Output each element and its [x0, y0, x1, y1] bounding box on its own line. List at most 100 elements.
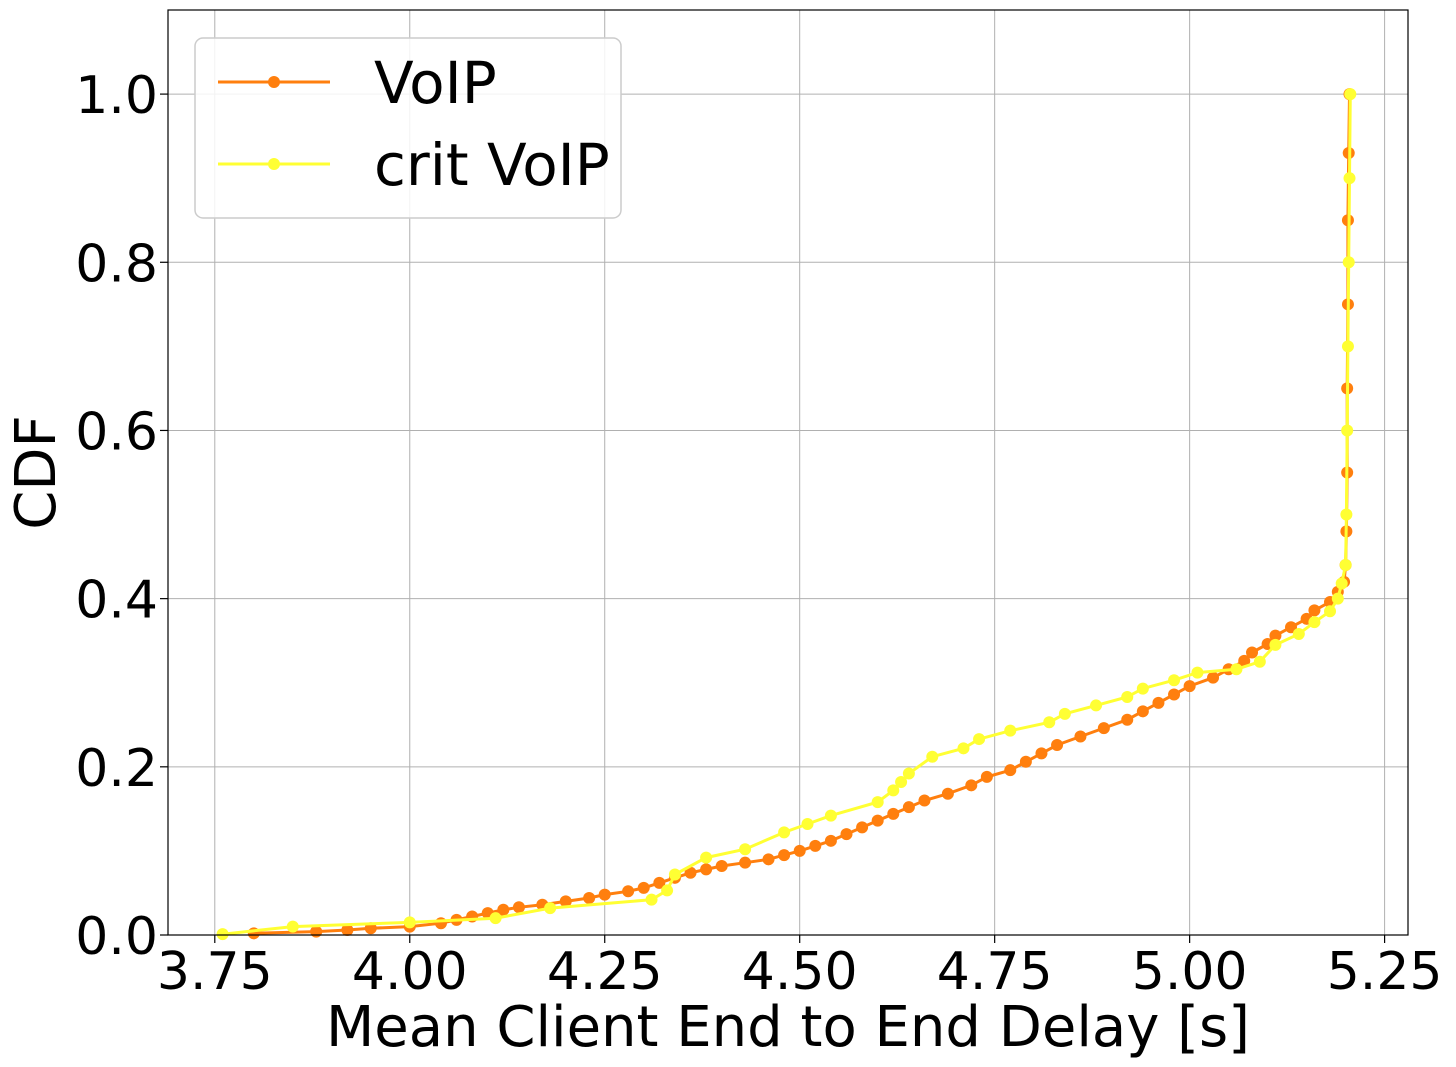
data-point — [1343, 172, 1356, 185]
data-point — [902, 767, 915, 780]
plot-series — [216, 88, 1357, 941]
y-axis-label: CDF — [4, 415, 69, 529]
y-tick-label: 0.2 — [75, 739, 158, 799]
x-tick-label: 4.50 — [742, 942, 858, 1002]
data-point — [559, 895, 572, 908]
data-point — [310, 925, 323, 938]
data-point — [622, 885, 635, 898]
data-point — [668, 868, 681, 881]
data-point — [1004, 764, 1017, 777]
data-point — [801, 818, 814, 830]
data-point — [957, 742, 970, 755]
data-point — [824, 809, 837, 822]
data-point — [1230, 663, 1243, 676]
data-point — [887, 784, 900, 797]
data-point — [902, 801, 915, 814]
data-point — [1344, 88, 1357, 101]
data-point — [1246, 646, 1259, 659]
data-point — [1168, 674, 1181, 687]
data-point — [887, 807, 900, 820]
data-point — [1324, 605, 1337, 618]
data-point — [1090, 699, 1103, 712]
data-point — [1335, 577, 1348, 590]
data-point — [1058, 707, 1071, 720]
data-point — [778, 849, 791, 862]
data-point — [973, 733, 986, 746]
legend: VoIP crit VoIP — [194, 37, 622, 219]
data-point — [403, 916, 416, 929]
data-point — [661, 884, 674, 897]
data-point — [1207, 671, 1220, 684]
data-point — [684, 866, 697, 879]
data-point — [840, 828, 853, 841]
data-point — [1191, 666, 1204, 679]
data-point — [1019, 755, 1032, 768]
data-point — [1004, 724, 1017, 737]
data-point — [1121, 713, 1134, 726]
legend-marker-crit-voip — [268, 158, 280, 170]
y-tick-label: 0.6 — [75, 402, 158, 462]
data-point — [1238, 654, 1251, 667]
y-tick-label: 1.0 — [75, 66, 158, 126]
x-tick-label: 3.75 — [157, 942, 273, 1002]
data-point — [286, 920, 299, 933]
data-point — [700, 851, 713, 864]
data-point — [926, 750, 939, 763]
data-point — [1035, 747, 1048, 760]
data-point — [1285, 621, 1298, 634]
data-point — [918, 794, 931, 807]
data-point — [1136, 705, 1149, 718]
data-point — [489, 912, 502, 925]
y-axis-ticks: 0.0 0.2 0.4 0.6 0.8 1.0 — [75, 66, 168, 967]
y-tick-label: 0.4 — [75, 571, 158, 631]
data-point — [341, 923, 354, 936]
series-crit-voip — [216, 88, 1357, 941]
data-point — [1253, 655, 1266, 668]
data-point — [895, 775, 908, 788]
data-point — [598, 888, 611, 901]
data-point — [1341, 340, 1354, 353]
data-point — [1097, 722, 1110, 735]
data-point — [544, 902, 557, 915]
data-point — [1292, 627, 1305, 640]
data-point — [1183, 680, 1196, 693]
data-point — [856, 821, 869, 834]
data-point — [1331, 592, 1344, 605]
data-point — [512, 901, 525, 914]
x-tick-label: 4.00 — [352, 942, 468, 1002]
legend-label-crit-voip: crit VoIP — [374, 131, 610, 199]
x-axis-ticks: 3.75 4.00 4.25 4.50 4.75 5.00 5.25 — [157, 935, 1443, 1002]
x-tick-label: 4.25 — [547, 942, 663, 1002]
data-point — [871, 814, 884, 827]
data-point — [583, 892, 596, 904]
data-point — [1043, 716, 1056, 729]
data-point — [715, 860, 728, 873]
data-point — [1339, 559, 1352, 571]
data-point — [1269, 629, 1282, 642]
data-point — [1152, 696, 1165, 709]
data-point — [778, 826, 791, 839]
y-tick-label: 0.8 — [75, 234, 158, 294]
data-point — [941, 787, 954, 800]
x-axis-label: Mean Client End to End Delay [s] — [326, 995, 1250, 1060]
y-tick-label: 0.0 — [75, 907, 158, 967]
x-tick-label: 4.75 — [937, 942, 1053, 1002]
data-point — [809, 839, 822, 852]
data-point — [1340, 508, 1353, 521]
data-point — [1269, 638, 1282, 651]
data-point — [1051, 738, 1064, 751]
data-point — [653, 876, 666, 889]
data-point — [637, 881, 650, 894]
data-point — [965, 779, 978, 792]
data-point — [762, 853, 775, 866]
data-point — [1074, 730, 1087, 743]
data-point — [1341, 424, 1354, 437]
data-point — [980, 770, 993, 783]
data-point — [700, 863, 713, 876]
x-tick-label: 5.00 — [1132, 942, 1248, 1002]
data-point — [1136, 682, 1149, 695]
x-tick-label: 5.25 — [1327, 942, 1443, 1002]
legend-marker-voip — [268, 76, 280, 88]
data-point — [434, 917, 447, 930]
